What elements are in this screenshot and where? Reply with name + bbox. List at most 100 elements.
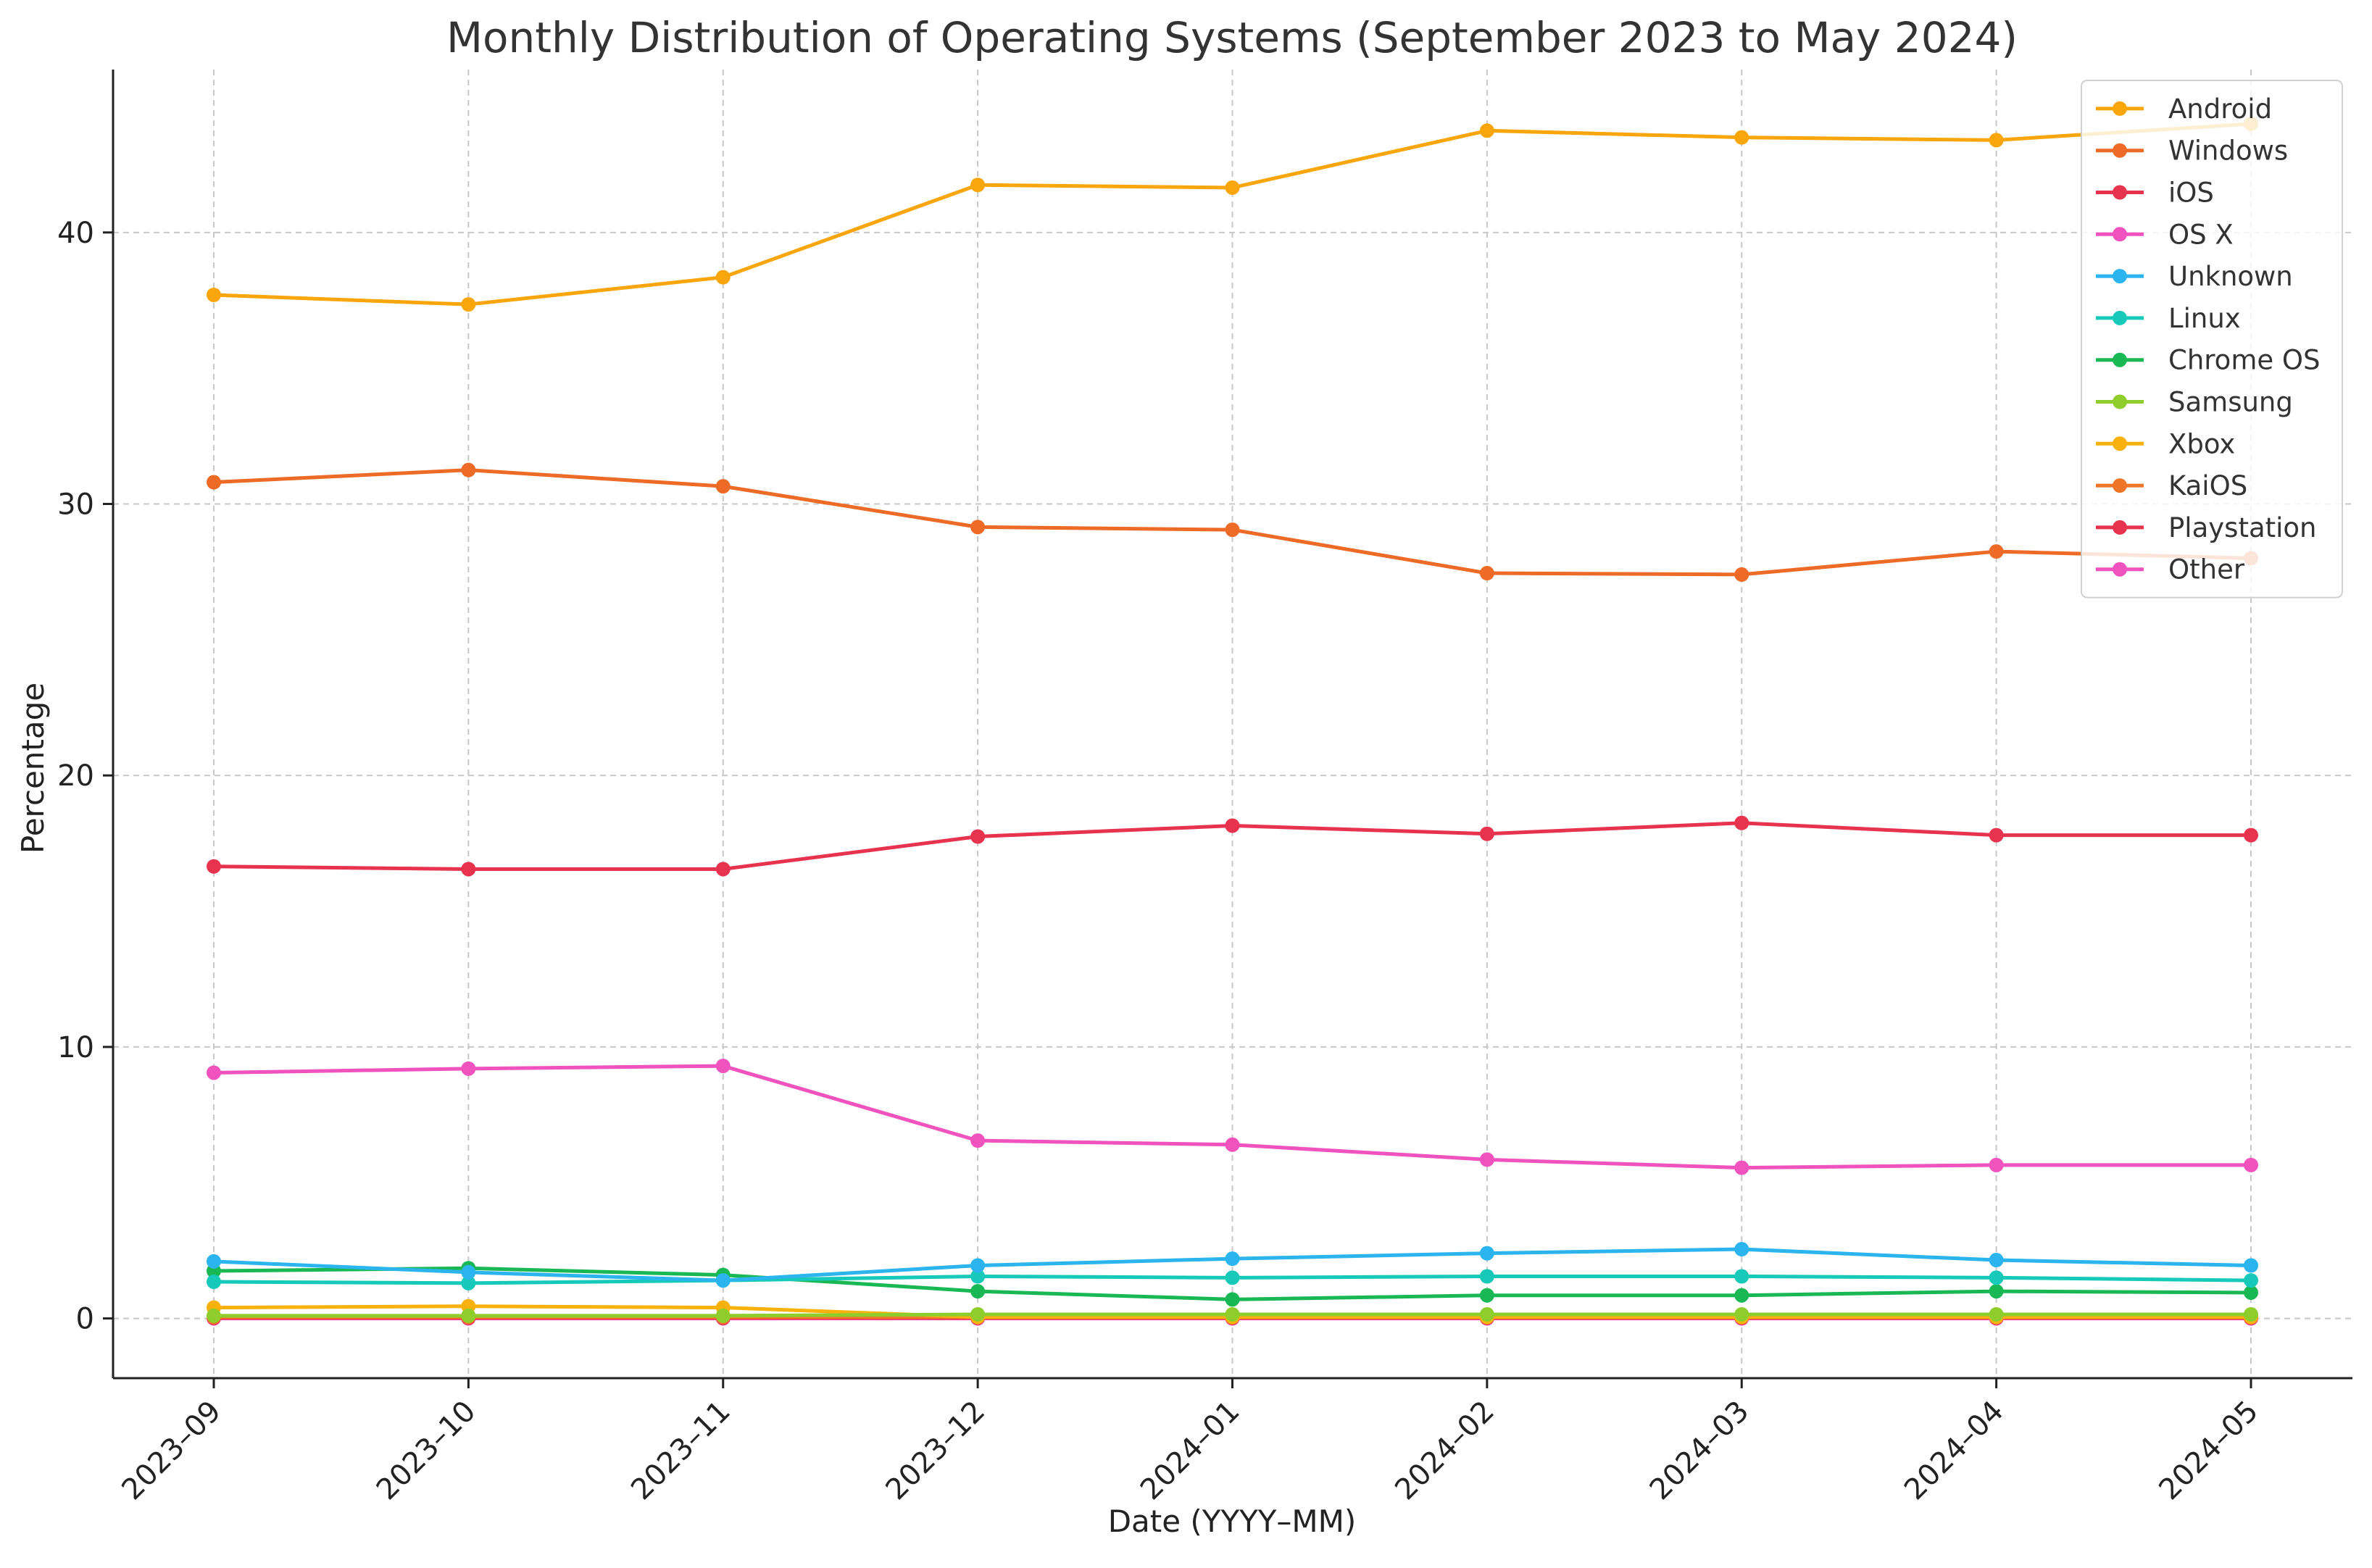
legend-swatch-marker [2113, 352, 2127, 367]
data-point-chrome-os [1734, 1288, 1749, 1303]
data-point-os-x [1479, 1152, 1494, 1167]
data-point-android [1225, 180, 1240, 195]
data-point-samsung [970, 1306, 986, 1322]
data-point-ios [970, 829, 986, 844]
legend-label: Playstation [2168, 512, 2317, 543]
legend-label: Other [2168, 554, 2245, 585]
data-point-os-x [1734, 1160, 1749, 1175]
data-point-os-x [2244, 1157, 2258, 1172]
legend-swatch-marker [2113, 227, 2127, 242]
legend-box [2081, 80, 2343, 599]
data-point-linux [207, 1274, 221, 1289]
data-point-samsung [1225, 1306, 1240, 1322]
legend-item-ios: iOS [2096, 178, 2214, 209]
data-point-chrome-os [1225, 1292, 1240, 1307]
legend-swatch-marker [2113, 394, 2127, 409]
legend-item-os-x: OS X [2096, 219, 2234, 250]
data-point-linux [1225, 1270, 1240, 1285]
data-point-linux [970, 1269, 986, 1284]
legend-label: Linux [2168, 303, 2241, 334]
data-point-ios [1734, 815, 1749, 830]
data-point-unknown [1989, 1253, 2004, 1268]
data-point-ios [2244, 827, 2258, 843]
data-point-windows [970, 520, 986, 535]
data-point-os-x [715, 1059, 731, 1074]
legend-item-xbox: Xbox [2096, 428, 2235, 459]
data-point-windows [1479, 566, 1494, 581]
data-point-samsung [461, 1308, 476, 1323]
data-point-linux [1989, 1270, 2004, 1285]
legend: Android Windows iOS OS X Unknown Linux Chrome … [2081, 80, 2343, 599]
x-axis-title: Date (YYYY–MM) [1108, 1504, 1357, 1539]
data-point-samsung [2244, 1306, 2258, 1322]
data-point-samsung [207, 1308, 221, 1323]
data-point-os-x [1989, 1157, 2004, 1172]
data-point-android [1989, 133, 2004, 148]
data-point-linux [1734, 1269, 1749, 1284]
data-point-android [1734, 130, 1749, 145]
legend-item-kaios: KaiOS [2096, 470, 2247, 501]
data-point-ios [461, 862, 476, 877]
legend-swatch-marker [2113, 101, 2127, 116]
legend-swatch-marker [2113, 562, 2127, 577]
data-point-chrome-os [2244, 1285, 2258, 1300]
legend-label: Chrome OS [2168, 345, 2321, 376]
data-point-unknown [970, 1258, 986, 1273]
legend-item-android: Android [2096, 93, 2272, 125]
legend-item-linux: Linux [2096, 303, 2241, 334]
data-point-android [715, 270, 731, 285]
legend-swatch-marker [2113, 143, 2127, 158]
data-point-samsung [1734, 1306, 1749, 1322]
data-point-android [1479, 123, 1494, 138]
series-layer [207, 116, 2258, 1326]
legend-item-chrome-os: Chrome OS [2096, 345, 2321, 376]
data-point-samsung [715, 1308, 731, 1323]
legend-swatch-marker [2113, 269, 2127, 284]
legend-item-other: Other [2096, 554, 2245, 585]
data-point-os-x [1225, 1137, 1240, 1152]
data-point-linux [1479, 1269, 1494, 1284]
y-tick-label: 20 [57, 759, 94, 793]
y-tick-label: 0 [76, 1303, 94, 1336]
data-point-chrome-os [1989, 1284, 2004, 1299]
data-point-unknown [207, 1254, 221, 1269]
series-samsung [207, 1306, 2258, 1323]
y-axis-title: Percentage [15, 683, 51, 854]
data-point-ios [1479, 826, 1494, 841]
data-point-ios [207, 859, 221, 874]
y-tick-label: 30 [57, 488, 94, 522]
series-os-x [207, 1059, 2258, 1175]
legend-swatch-marker [2113, 436, 2127, 451]
data-point-chrome-os [970, 1284, 986, 1299]
data-point-chrome-os [1479, 1288, 1494, 1303]
legend-label: Windows [2168, 135, 2288, 167]
data-point-windows [461, 462, 476, 478]
data-point-ios [1989, 827, 2004, 843]
data-point-unknown [2244, 1258, 2258, 1273]
data-point-android [207, 287, 221, 302]
legend-label: Unknown [2168, 261, 2293, 292]
legend-swatch-marker [2113, 520, 2127, 535]
legend-swatch-marker [2113, 310, 2127, 325]
legend-label: Samsung [2168, 387, 2293, 418]
legend-swatch-marker [2113, 185, 2127, 200]
legend-item-windows: Windows [2096, 135, 2288, 167]
data-point-windows [1989, 544, 2004, 559]
data-point-unknown [461, 1264, 476, 1280]
data-point-os-x [207, 1065, 221, 1080]
legend-label: Android [2168, 93, 2272, 125]
legend-label: iOS [2168, 178, 2214, 209]
legend-label: OS X [2168, 219, 2234, 250]
chart-title: Monthly Distribution of Operating System… [446, 13, 2018, 62]
legend-item-unknown: Unknown [2096, 261, 2293, 292]
series-unknown [207, 1242, 2258, 1288]
data-point-linux [2244, 1273, 2258, 1288]
data-point-samsung [1479, 1306, 1494, 1322]
series-ios [207, 815, 2258, 877]
data-point-os-x [461, 1061, 476, 1076]
y-tick-label: 10 [57, 1031, 94, 1064]
data-point-ios [1225, 818, 1240, 833]
